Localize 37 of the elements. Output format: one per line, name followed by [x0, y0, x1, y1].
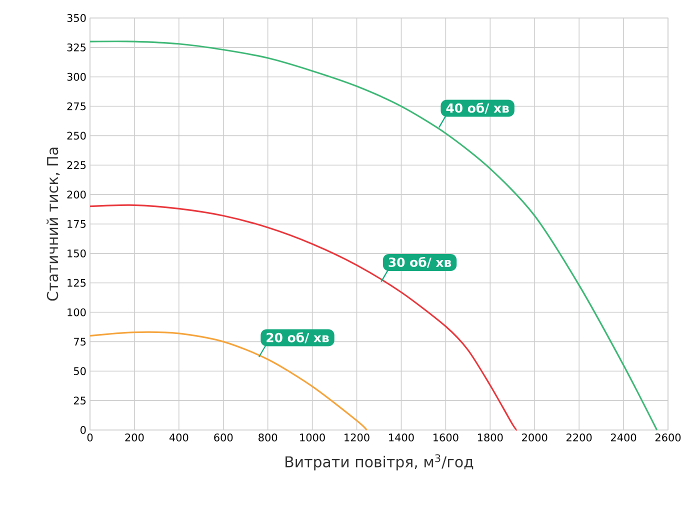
x-tick-label: 200 — [125, 434, 144, 442]
line-series — [89, 204, 518, 431]
y-tick-label: 325 — [67, 43, 86, 52]
y-tick-label: 175 — [68, 220, 86, 228]
x-tick-label: 600 — [214, 434, 233, 442]
y-tick-label: 50 — [74, 367, 86, 376]
y-tick-label: 150 — [68, 249, 86, 258]
x-tick-label: 800 — [258, 434, 278, 442]
y-tick-label: 25 — [74, 396, 86, 405]
x-tick-label: 1400 — [389, 434, 414, 442]
y-tick-label: 225 — [67, 161, 86, 170]
y-tick-label: 100 — [68, 308, 86, 316]
annotation: 20 об/ хв — [266, 332, 329, 344]
y-tick-label: 0 — [80, 426, 86, 434]
line-series — [89, 331, 368, 431]
line-series — [89, 40, 658, 431]
y-tick-label: 250 — [67, 132, 86, 140]
x-tick-label: 1000 — [300, 434, 325, 442]
x-tick-label: 400 — [169, 434, 188, 442]
y-tick-label: 350 — [67, 14, 86, 22]
x-tick-label: 1800 — [478, 434, 503, 442]
y-axis-title: Статичний тиск, Па — [46, 148, 60, 301]
annotation: 40 об/ хв — [446, 102, 509, 114]
x-tick-label: 2600 — [655, 434, 681, 442]
x-axis-title: Витрати повітря, м$^{3}$/год — [286, 454, 474, 470]
x-tick-label: 2200 — [566, 434, 592, 442]
y-tick-label: 75 — [74, 338, 86, 346]
x-tick-label: 2400 — [611, 434, 636, 442]
y-tick-label: 200 — [67, 190, 86, 199]
y-tick-label: 275 — [67, 102, 86, 110]
x-tick-label: 1200 — [344, 434, 370, 442]
y-tick-label: 125 — [68, 278, 86, 287]
x-tick-label: 0 — [87, 434, 93, 442]
x-tick-label: 2000 — [522, 434, 548, 442]
x-tick-label: 1600 — [434, 434, 458, 442]
y-tick-label: 300 — [67, 72, 86, 81]
annotation: 30 об/ хв — [388, 256, 452, 268]
